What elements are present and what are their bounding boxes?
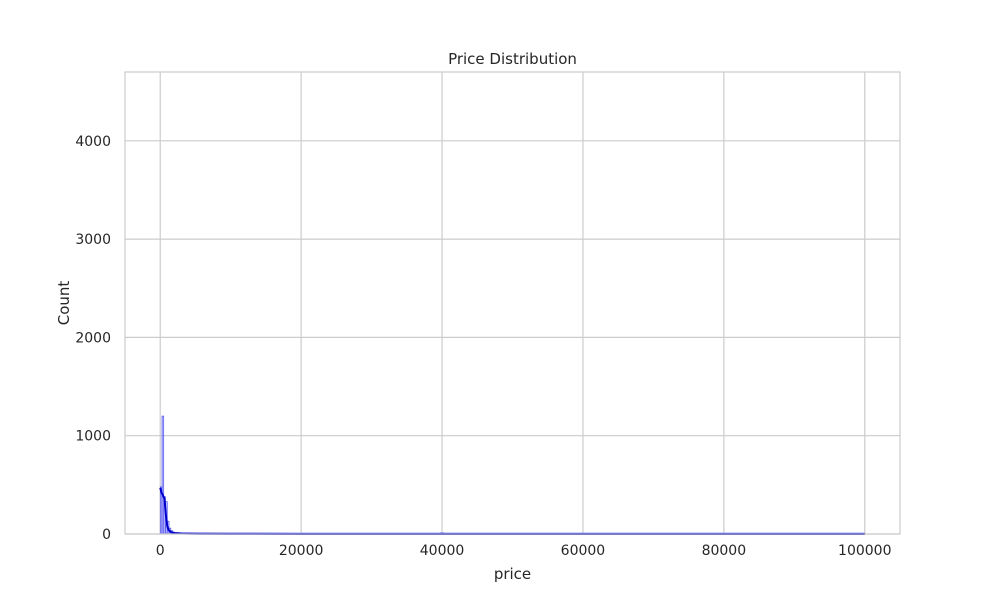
- x-axis-label: price: [494, 565, 531, 583]
- y-tick-label: 4000: [75, 134, 111, 150]
- x-tick-label: 60000: [561, 543, 606, 559]
- x-tick-label: 80000: [702, 543, 747, 559]
- y-tick-label: 0: [102, 527, 111, 543]
- y-tick-labels: 0 1000 2000 3000 4000: [75, 134, 111, 543]
- kde-line: [159, 487, 865, 535]
- x-tick-label: 0: [156, 543, 165, 559]
- chart-title: Price Distribution: [448, 50, 577, 68]
- x-tick-label: 100000: [838, 543, 891, 559]
- grid: [125, 72, 900, 535]
- y-tick-label: 1000: [75, 429, 111, 445]
- y-tick-label: 2000: [75, 330, 111, 346]
- plot-frame: [124, 71, 901, 535]
- x-tick-label: 20000: [279, 543, 324, 559]
- histogram-bars: [159, 415, 865, 535]
- x-tick-labels: 0 20000 40000 60000 80000 100000: [156, 543, 892, 559]
- x-tick-label: 40000: [420, 543, 465, 559]
- y-axis-label: Count: [55, 281, 73, 326]
- y-tick-label: 3000: [75, 232, 111, 248]
